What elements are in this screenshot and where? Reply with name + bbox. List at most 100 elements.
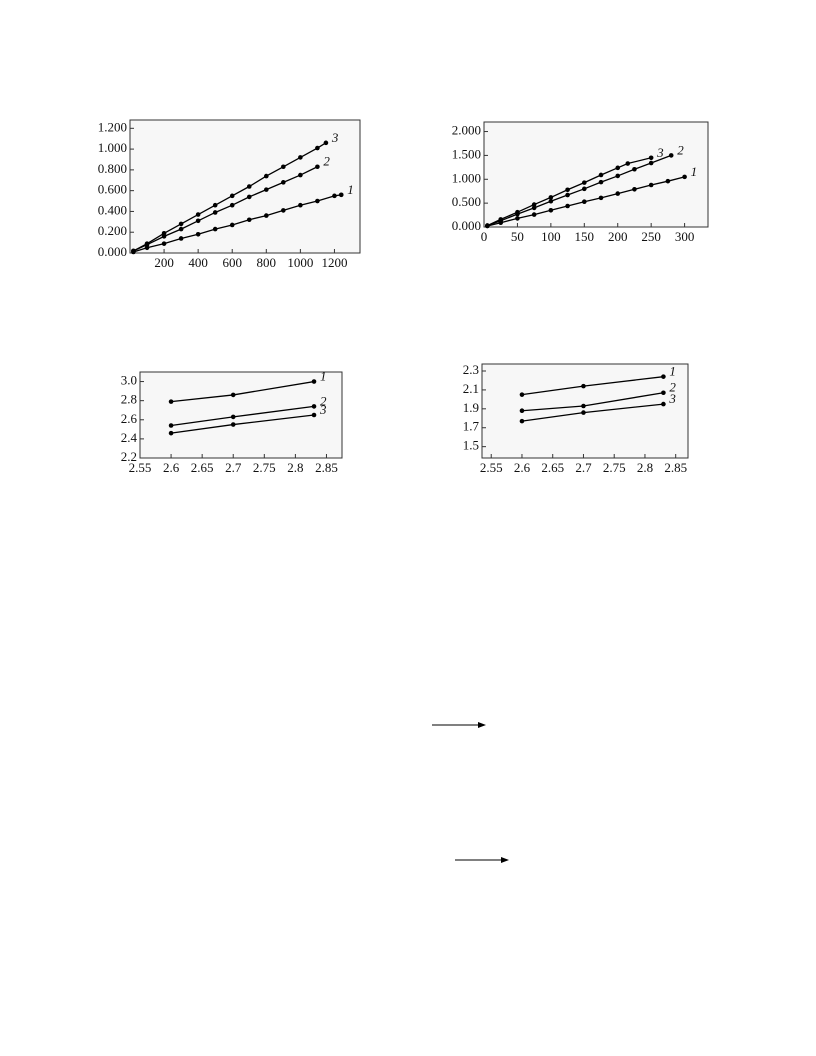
series-label: 2 bbox=[677, 142, 684, 157]
data-point bbox=[615, 165, 621, 171]
series-label: 1 bbox=[320, 369, 327, 384]
x-tick-label: 200 bbox=[608, 229, 628, 244]
data-point bbox=[298, 172, 303, 178]
data-point bbox=[519, 392, 525, 397]
data-point bbox=[515, 209, 520, 215]
data-point bbox=[323, 140, 329, 146]
x-tick-label: 2.65 bbox=[541, 460, 564, 475]
data-point bbox=[648, 155, 654, 161]
data-point bbox=[632, 186, 637, 192]
x-tick-label: 2.55 bbox=[129, 460, 152, 475]
series-line bbox=[133, 166, 318, 252]
y-tick-label: 1.000 bbox=[98, 140, 127, 155]
x-tick-label: 2.85 bbox=[315, 460, 338, 475]
data-point bbox=[581, 383, 586, 389]
series-line bbox=[133, 194, 342, 253]
x-tick-label: 2.65 bbox=[191, 460, 214, 475]
y-tick-label: 2.1 bbox=[463, 381, 479, 396]
data-point bbox=[161, 241, 167, 246]
data-point bbox=[598, 179, 604, 185]
data-point bbox=[485, 223, 490, 228]
data-point bbox=[665, 178, 671, 184]
data-point bbox=[281, 208, 286, 213]
data-point bbox=[315, 198, 320, 204]
data-point bbox=[246, 194, 252, 200]
data-point bbox=[229, 193, 235, 199]
data-point bbox=[581, 180, 587, 185]
x-tick-label: 0 bbox=[481, 229, 488, 244]
data-point bbox=[332, 193, 337, 199]
data-point bbox=[246, 217, 252, 223]
data-point bbox=[230, 422, 236, 427]
y-tick-label: 1.200 bbox=[98, 119, 127, 134]
data-point bbox=[212, 210, 218, 215]
data-point bbox=[519, 418, 525, 424]
data-point bbox=[548, 195, 554, 200]
y-tick-label: 1.000 bbox=[452, 170, 481, 185]
data-point bbox=[230, 392, 236, 398]
data-point bbox=[661, 401, 666, 407]
x-tick-label: 200 bbox=[154, 255, 174, 270]
data-point bbox=[131, 248, 136, 254]
data-point bbox=[615, 191, 621, 196]
data-point bbox=[315, 145, 320, 151]
data-point bbox=[281, 164, 286, 170]
data-point bbox=[212, 226, 218, 232]
data-point bbox=[229, 202, 235, 208]
data-point bbox=[632, 166, 637, 172]
data-point bbox=[178, 221, 184, 227]
x-tick-label: 2.85 bbox=[664, 460, 687, 475]
x-tick-label: 50 bbox=[511, 229, 524, 244]
data-point bbox=[311, 379, 317, 384]
x-tick-label: 1200 bbox=[321, 255, 347, 270]
data-point bbox=[515, 216, 520, 221]
series-label: 2 bbox=[320, 393, 327, 408]
x-tick-label: 250 bbox=[641, 229, 661, 244]
y-tick-label: 2.4 bbox=[121, 430, 138, 445]
data-point bbox=[519, 408, 525, 414]
series-label: 2 bbox=[669, 380, 676, 395]
series-label: 1 bbox=[347, 182, 354, 197]
data-point bbox=[315, 164, 320, 170]
y-tick-label: 0.000 bbox=[98, 244, 127, 259]
x-tick-label: 1000 bbox=[287, 255, 313, 270]
x-tick-label: 2.6 bbox=[514, 460, 531, 475]
data-point bbox=[168, 399, 174, 404]
series-label: 3 bbox=[656, 145, 664, 160]
y-tick-label: 2.2 bbox=[121, 449, 137, 464]
x-tick-label: 600 bbox=[222, 255, 242, 270]
y-tick-label: 2.6 bbox=[121, 411, 138, 426]
data-point bbox=[230, 414, 236, 420]
data-point bbox=[625, 161, 631, 166]
arrow bbox=[432, 722, 486, 728]
data-point bbox=[195, 218, 201, 224]
y-tick-label: 0.000 bbox=[452, 218, 481, 233]
x-tick-label: 2.8 bbox=[287, 460, 303, 475]
data-point bbox=[581, 410, 586, 415]
data-point bbox=[498, 217, 504, 222]
x-tick-label: 2.7 bbox=[225, 460, 242, 475]
x-tick-label: 2.55 bbox=[480, 460, 503, 475]
y-tick-label: 2.000 bbox=[452, 123, 481, 138]
x-tick-label: 800 bbox=[257, 255, 277, 270]
data-point bbox=[548, 198, 554, 204]
data-point bbox=[298, 155, 303, 160]
data-point bbox=[168, 430, 174, 436]
data-point bbox=[581, 199, 587, 205]
data-point bbox=[311, 412, 317, 418]
data-point bbox=[548, 207, 554, 213]
plot-frame bbox=[139, 371, 343, 459]
data-point bbox=[212, 202, 218, 208]
y-tick-label: 2.8 bbox=[121, 392, 137, 407]
plot-frame bbox=[483, 121, 709, 228]
data-point bbox=[263, 187, 269, 192]
y-tick-label: 1.500 bbox=[452, 146, 481, 161]
series-label: 3 bbox=[668, 391, 676, 406]
y-tick-label: 0.800 bbox=[98, 161, 127, 176]
x-tick-label: 2.75 bbox=[603, 460, 626, 475]
data-point bbox=[246, 184, 252, 189]
data-point bbox=[168, 423, 174, 428]
y-tick-label: 0.500 bbox=[452, 194, 481, 209]
y-tick-label: 0.200 bbox=[98, 223, 127, 238]
